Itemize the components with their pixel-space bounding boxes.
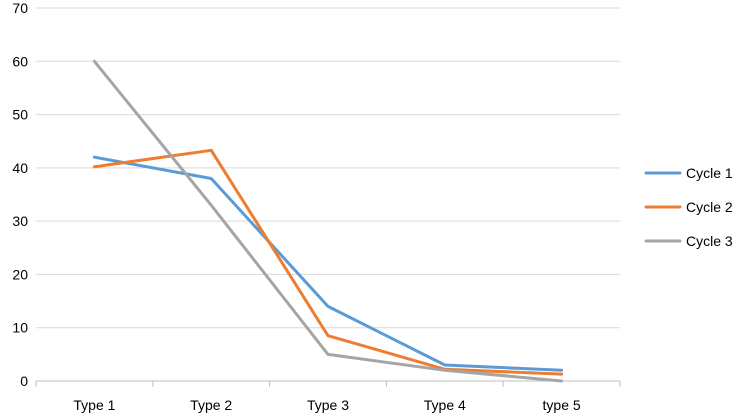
gridlines — [36, 7, 620, 329]
x-tick-label: Type 4 — [424, 397, 466, 413]
series-line-cycle-3 — [92, 59, 564, 383]
x-tick-label: Type 1 — [73, 397, 115, 413]
legend-label: Cycle 1 — [686, 165, 733, 181]
series-line-cycle-2 — [92, 148, 564, 376]
y-tick-label: 20 — [12, 266, 28, 282]
y-tick-label: 60 — [12, 53, 28, 69]
y-tick-label: 0 — [20, 373, 28, 389]
y-tick-label: 40 — [12, 160, 28, 176]
legend: Cycle 1 Cycle 2 Cycle 3 — [644, 165, 733, 249]
axes — [35, 380, 621, 387]
legend-label: Cycle 2 — [686, 199, 733, 215]
x-tick-label: Type 2 — [190, 397, 232, 413]
y-tick-label: 10 — [12, 320, 28, 336]
y-tick-label: 30 — [12, 213, 28, 229]
x-tick-label: Type 3 — [307, 397, 349, 413]
y-axis-ticks: 0 10 20 30 40 50 60 70 — [12, 0, 28, 389]
x-tick-label: type 5 — [543, 397, 581, 413]
x-axis-ticks: Type 1 Type 2 Type 3 Type 4 type 5 — [73, 397, 580, 413]
y-tick-label: 70 — [12, 0, 28, 16]
series-lines — [92, 59, 564, 383]
series-line-cycle-1 — [92, 155, 564, 372]
y-tick-label: 50 — [12, 107, 28, 123]
legend-label: Cycle 3 — [686, 233, 733, 249]
